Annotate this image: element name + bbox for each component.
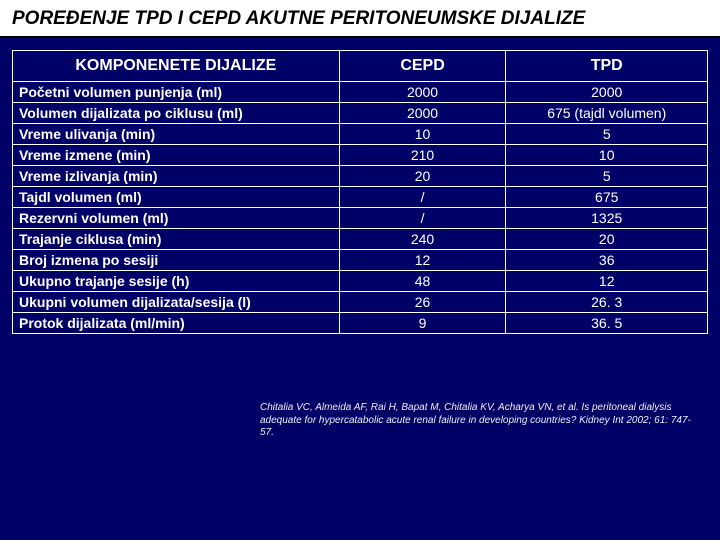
row-value-cepd: 2000: [339, 82, 506, 103]
table-row: Početni volumen punjenja (ml)20002000: [13, 82, 708, 103]
row-label: Vreme izlivanja (min): [13, 166, 340, 187]
row-value-cepd: 26: [339, 292, 506, 313]
row-value-tpd: 2000: [506, 82, 708, 103]
table-row: Volumen dijalizata po ciklusu (ml)200067…: [13, 103, 708, 124]
row-label: Volumen dijalizata po ciklusu (ml): [13, 103, 340, 124]
table-container: KOMPONENETE DIJALIZE CEPD TPD Početni vo…: [0, 38, 720, 342]
row-label: Vreme ulivanja (min): [13, 124, 340, 145]
row-value-cepd: 210: [339, 145, 506, 166]
table-row: Protok dijalizata (ml/min)936. 5: [13, 313, 708, 334]
row-label: Ukupni volumen dijalizata/sesija (l): [13, 292, 340, 313]
row-value-tpd: 675: [506, 187, 708, 208]
col-header-component: KOMPONENETE DIJALIZE: [13, 51, 340, 82]
row-label: Protok dijalizata (ml/min): [13, 313, 340, 334]
row-value-cepd: 20: [339, 166, 506, 187]
table-row: Vreme ulivanja (min)105: [13, 124, 708, 145]
table-row: Trajanje ciklusa (min)24020: [13, 229, 708, 250]
row-label: Ukupno trajanje sesije (h): [13, 271, 340, 292]
row-value-cepd: 12: [339, 250, 506, 271]
row-value-tpd: 36. 5: [506, 313, 708, 334]
table-row: Tajdl volumen (ml)/675: [13, 187, 708, 208]
table-row: Broj izmena po sesiji1236: [13, 250, 708, 271]
row-value-tpd: 1325: [506, 208, 708, 229]
row-value-cepd: 2000: [339, 103, 506, 124]
row-value-tpd: 20: [506, 229, 708, 250]
table-row: Ukupno trajanje sesije (h)4812: [13, 271, 708, 292]
row-label: Rezervni volumen (ml): [13, 208, 340, 229]
row-value-cepd: 240: [339, 229, 506, 250]
row-label: Trajanje ciklusa (min): [13, 229, 340, 250]
row-value-tpd: 675 (tajdl volumen): [506, 103, 708, 124]
citation-text: Chitalia VC, Almeida AF, Rai H, Bapat M,…: [0, 342, 720, 450]
row-value-tpd: 5: [506, 124, 708, 145]
row-value-cepd: 9: [339, 313, 506, 334]
row-label: Broj izmena po sesiji: [13, 250, 340, 271]
row-value-tpd: 5: [506, 166, 708, 187]
title-text: POREĐENJE TPD I CEPD AKUTNE PERITONEUMSK…: [12, 8, 585, 29]
row-label: Tajdl volumen (ml): [13, 187, 340, 208]
table-header-row: KOMPONENETE DIJALIZE CEPD TPD: [13, 51, 708, 82]
row-value-cepd: 48: [339, 271, 506, 292]
table-row: Vreme izmene (min)21010: [13, 145, 708, 166]
col-header-tpd: TPD: [506, 51, 708, 82]
row-label: Početni volumen punjenja (ml): [13, 82, 340, 103]
table-row: Rezervni volumen (ml)/1325: [13, 208, 708, 229]
row-value-tpd: 12: [506, 271, 708, 292]
row-value-cepd: /: [339, 187, 506, 208]
col-header-cepd: CEPD: [339, 51, 506, 82]
row-value-cepd: /: [339, 208, 506, 229]
row-value-tpd: 26. 3: [506, 292, 708, 313]
slide-body: KOMPONENETE DIJALIZE CEPD TPD Početni vo…: [0, 38, 720, 540]
table-body: Početni volumen punjenja (ml)20002000Vol…: [13, 82, 708, 334]
comparison-table: KOMPONENETE DIJALIZE CEPD TPD Početni vo…: [12, 50, 708, 334]
slide-title: POREĐENJE TPD I CEPD AKUTNE PERITONEUMSK…: [0, 0, 720, 38]
row-value-tpd: 10: [506, 145, 708, 166]
row-value-cepd: 10: [339, 124, 506, 145]
table-row: Vreme izlivanja (min)205: [13, 166, 708, 187]
row-label: Vreme izmene (min): [13, 145, 340, 166]
row-value-tpd: 36: [506, 250, 708, 271]
table-row: Ukupni volumen dijalizata/sesija (l)2626…: [13, 292, 708, 313]
